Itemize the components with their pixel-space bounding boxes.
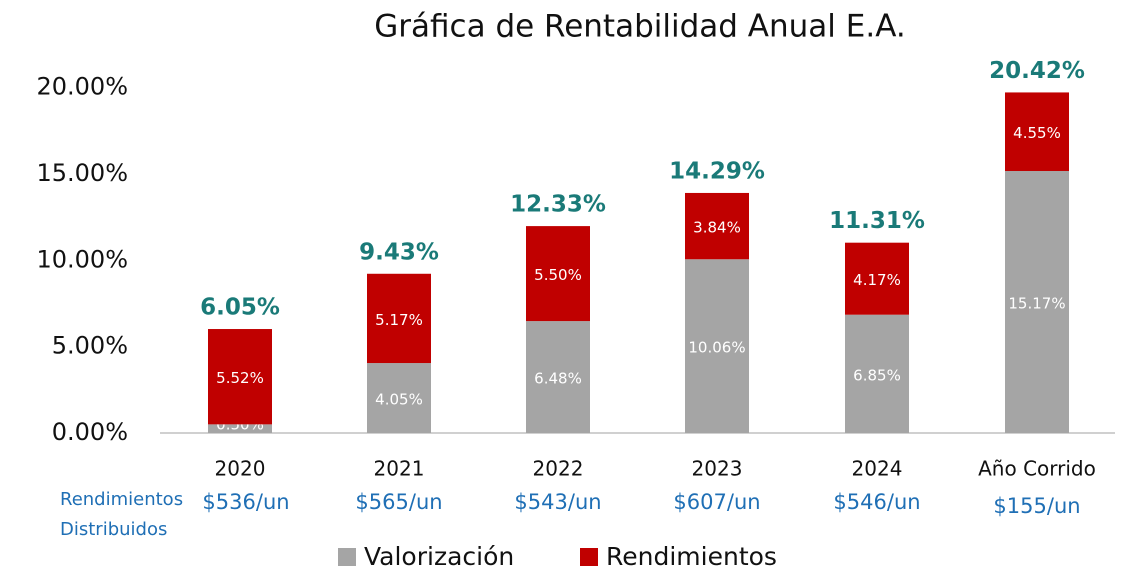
segment-label: 4.55% (1013, 124, 1061, 142)
total-label: 20.42% (989, 58, 1085, 84)
bar-segment (367, 363, 431, 433)
bar-segment (845, 242, 909, 315)
bar-segment (208, 329, 272, 425)
distributed-label: $546/un (833, 490, 920, 514)
distributed-label: $536/un (202, 490, 289, 514)
bar-segment (685, 192, 749, 260)
distributed-title: Distribuidos (60, 519, 167, 540)
x-tick-label: Año Corrido (978, 457, 1096, 481)
segment-label: 5.52% (216, 369, 264, 387)
y-tick-label: 5.00% (52, 332, 128, 360)
x-tick-label: 2023 (692, 457, 743, 481)
total-label: 12.33% (510, 192, 606, 218)
bar-segment (845, 314, 909, 433)
bar-segment (685, 259, 749, 433)
segment-label: 10.06% (688, 339, 745, 357)
x-tick-label: 2024 (852, 457, 903, 481)
distributed-label: $543/un (514, 490, 601, 514)
chart-title: Gráfica de Rentabilidad Anual E.A. (374, 9, 905, 45)
segment-label: 6.85% (853, 366, 901, 384)
legend-label: Rendimientos (606, 542, 777, 571)
y-tick-label: 0.00% (52, 418, 128, 446)
total-label: 11.31% (829, 208, 925, 234)
x-tick-label: 2021 (374, 457, 425, 481)
legend-label: Valorización (364, 542, 514, 571)
bar-segment (1005, 171, 1069, 433)
y-tick-label: 15.00% (36, 159, 128, 187)
segment-label: 4.05% (375, 391, 423, 409)
distributed-label: $565/un (355, 490, 442, 514)
segment-label: 15.17% (1008, 295, 1065, 313)
bar-segment (526, 321, 590, 433)
x-tick-label: 2022 (533, 457, 584, 481)
total-label: 9.43% (359, 239, 439, 265)
legend-swatch (338, 548, 356, 566)
distributed-title: Rendimientos (60, 489, 183, 510)
legend-swatch (580, 548, 598, 566)
segment-label: 3.84% (693, 219, 741, 237)
segment-label: 5.50% (534, 266, 582, 284)
bar-segment (1005, 92, 1069, 172)
bar-segment (526, 226, 590, 322)
x-tick-label: 2020 (215, 457, 266, 481)
distributed-label: $155/un (993, 494, 1080, 518)
bar-segment (208, 424, 272, 433)
distributed-label: $607/un (673, 490, 760, 514)
y-tick-label: 20.00% (36, 73, 128, 101)
total-label: 14.29% (669, 158, 765, 184)
segment-label: 4.17% (853, 271, 901, 289)
total-label: 6.05% (200, 295, 280, 321)
segment-label: 6.48% (534, 370, 582, 388)
segment-label: 5.17% (375, 311, 423, 329)
y-tick-label: 10.00% (36, 245, 128, 273)
bar-segment (367, 273, 431, 364)
